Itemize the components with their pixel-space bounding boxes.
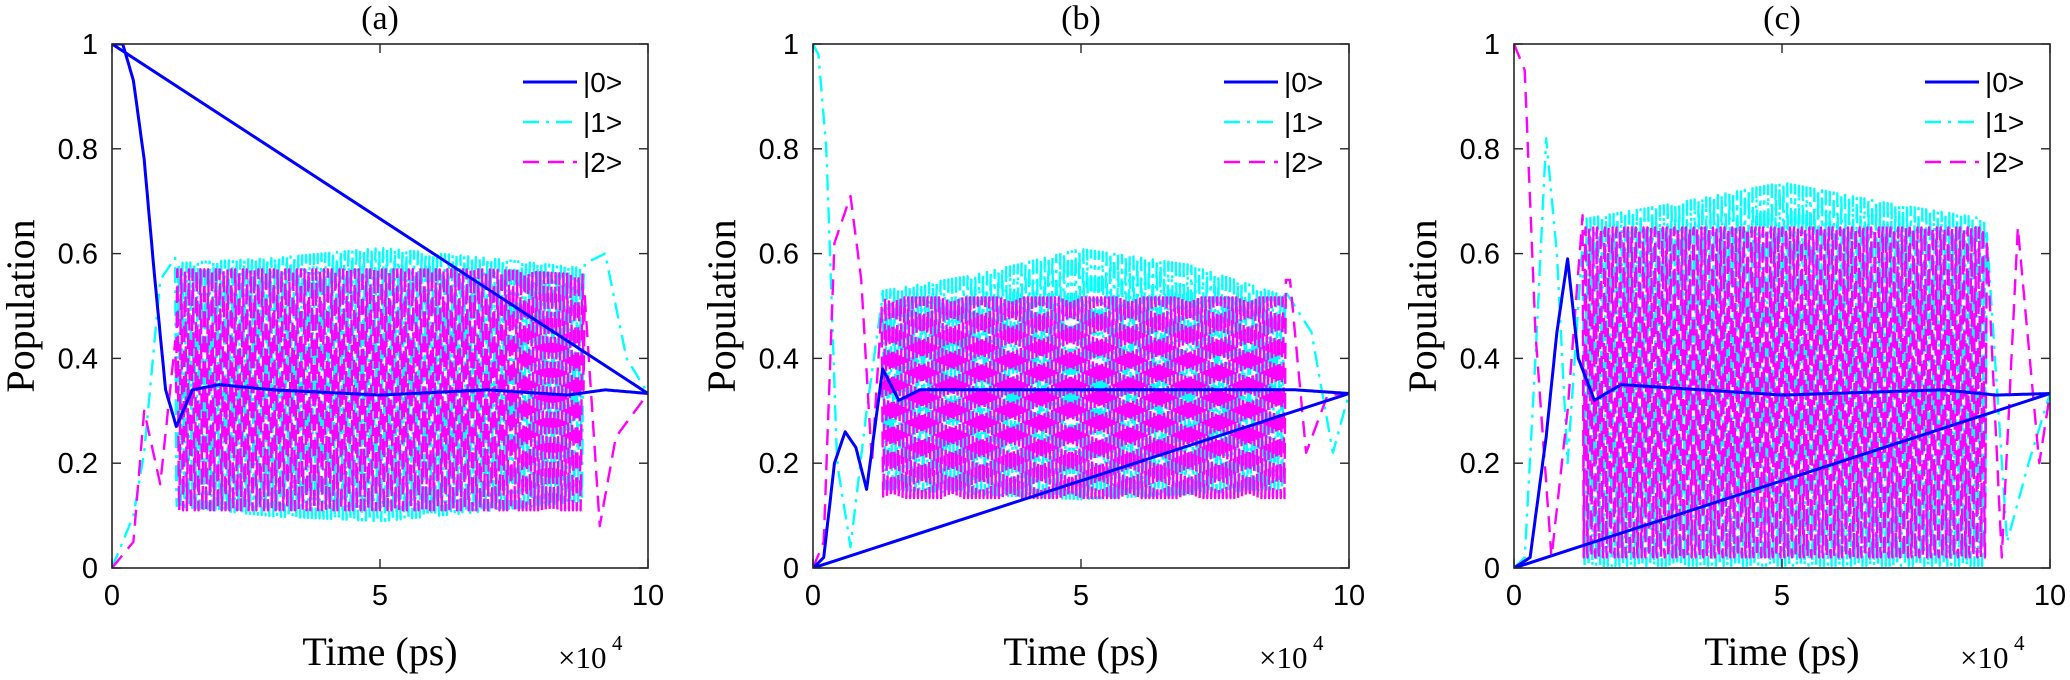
chart-panel: 00.20.40.60.810 5 10(a)Time (ps) ×10 4Popula… <box>0 0 664 675</box>
x-tick-label: 10 <box>1333 580 1365 612</box>
panel-title: (a) <box>361 0 399 37</box>
legend-label: |1> <box>1284 107 1323 138</box>
x-tick-label: 5 <box>1073 580 1089 612</box>
legend-label: |1> <box>583 107 622 138</box>
x-multiplier: ×10 <box>558 640 606 675</box>
y-axis-label: Population <box>0 219 43 392</box>
series-line <box>112 44 648 428</box>
chart-panel: 00.20.40.60.810 5 10(b)Time (ps) ×10 4Popula… <box>699 0 1365 675</box>
y-axis-label: Population <box>699 219 744 392</box>
x-multiplier-exponent: 4 <box>2014 631 2025 655</box>
y-tick-label: 0 <box>82 553 98 585</box>
panel-title: (b) <box>1061 0 1101 37</box>
y-tick-label: 0.8 <box>58 134 98 166</box>
y-axis-label: Population <box>1400 219 1445 392</box>
y-tick-label: 0.2 <box>1460 448 1500 480</box>
y-tick-label: 0.4 <box>759 343 799 375</box>
series-line <box>813 367 1349 568</box>
x-multiplier-exponent: 4 <box>612 631 623 655</box>
x-tick-label: 5 <box>372 580 388 612</box>
x-tick-label: 10 <box>2034 580 2066 612</box>
legend-label: |0> <box>1284 67 1323 98</box>
series-line <box>813 194 1349 568</box>
y-tick-label: 0.6 <box>759 239 799 271</box>
legend-label: |2> <box>1985 147 2024 178</box>
x-tick-label: 10 <box>632 580 664 612</box>
x-multiplier: ×10 <box>1259 640 1307 675</box>
x-axis-label: Time (ps) <box>1003 629 1158 674</box>
y-tick-label: 0.4 <box>1460 343 1500 375</box>
legend: |0> |1> |2> <box>523 67 622 178</box>
legend: |0> |1> |2> <box>1925 67 2024 178</box>
legend-label: |2> <box>1284 147 1323 178</box>
y-tick-label: 1 <box>82 29 98 61</box>
y-tick-label: 1 <box>1484 29 1500 61</box>
x-multiplier: ×10 <box>1960 640 2008 675</box>
y-tick-label: 0.8 <box>1460 134 1500 166</box>
y-tick-label: 0.4 <box>58 343 98 375</box>
legend: |0> |1> |2> <box>1224 67 1323 178</box>
legend-label: |2> <box>583 147 622 178</box>
y-tick-label: 0.2 <box>759 448 799 480</box>
series-line <box>1514 44 2050 559</box>
legend-label: |0> <box>583 67 622 98</box>
plot-area <box>1514 44 2050 568</box>
legend-label: |0> <box>1985 67 2024 98</box>
x-tick-label: 5 <box>1774 580 1790 612</box>
x-multiplier-exponent: 4 <box>1313 631 1324 655</box>
plot-area <box>813 44 1349 568</box>
x-tick-label: 0 <box>1506 580 1522 612</box>
y-tick-label: 0.6 <box>1460 239 1500 271</box>
y-tick-label: 0.8 <box>759 134 799 166</box>
x-tick-label: 0 <box>805 580 821 612</box>
y-tick-label: 0.2 <box>58 448 98 480</box>
x-axis-label: Time (ps) <box>302 629 457 674</box>
y-tick-label: 0 <box>1484 553 1500 585</box>
series-line <box>112 268 648 568</box>
panel-title: (c) <box>1763 0 1801 37</box>
series-line <box>112 246 648 568</box>
y-tick-label: 0 <box>783 553 799 585</box>
chart-panel: 00.20.40.60.810 5 10(c)Time (ps) ×10 4Popula… <box>1400 0 2066 675</box>
x-axis-label: Time (ps) <box>1704 629 1859 674</box>
y-tick-label: 1 <box>783 29 799 61</box>
plot-area <box>112 44 648 568</box>
x-tick-label: 0 <box>104 580 120 612</box>
y-tick-label: 0.6 <box>58 239 98 271</box>
legend-label: |1> <box>1985 107 2024 138</box>
series-line <box>1514 257 2050 568</box>
